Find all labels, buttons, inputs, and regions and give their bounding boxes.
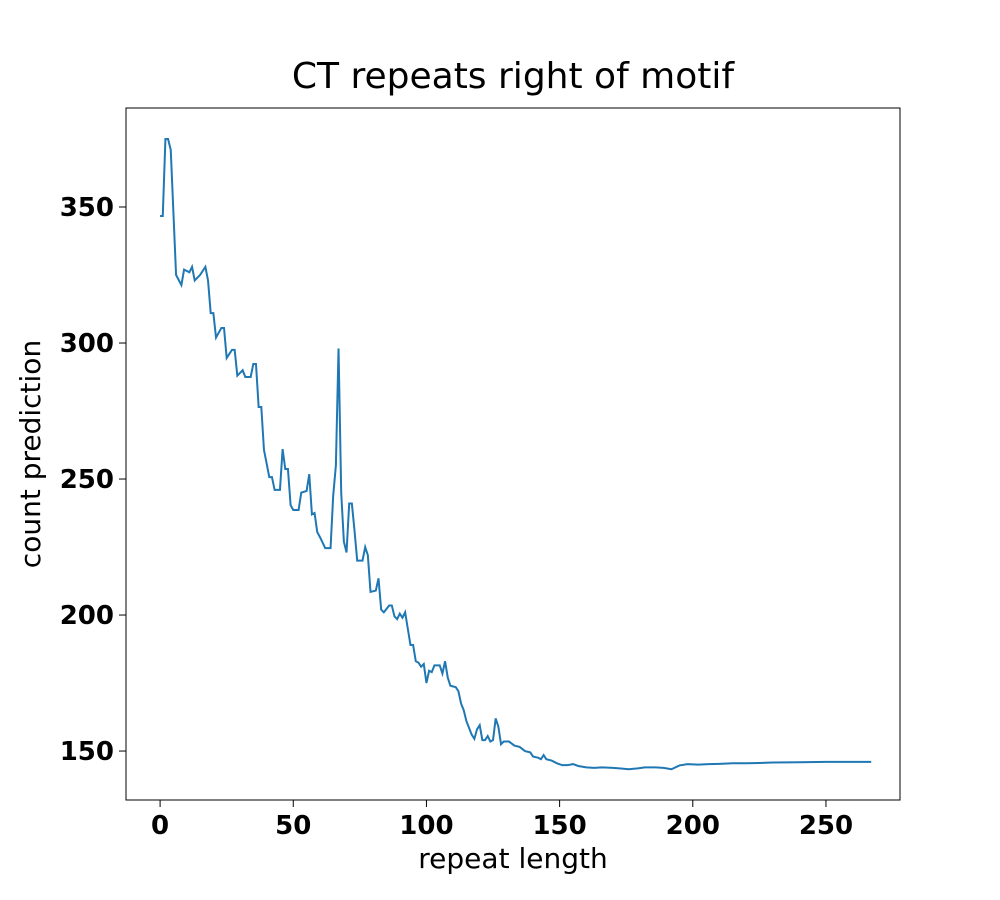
y-tick-label: 300 [60,329,114,359]
y-tick-label: 250 [60,465,114,495]
x-tick-label: 150 [532,811,586,841]
y-tick-label: 150 [60,737,114,767]
y-tick-label: 350 [60,193,114,223]
x-tick-label: 0 [151,811,169,841]
x-tick-label: 250 [799,811,853,841]
x-tick-label: 50 [275,811,311,841]
plot-frame [125,107,901,801]
data-line [160,138,872,771]
chart-title: CT repeats right of motif [292,56,735,97]
x-axis-label: repeat length [418,842,607,875]
x-tick-label: 200 [666,811,720,841]
y-tick-label: 200 [60,601,114,631]
y-axis-label: count prediction [14,340,47,568]
x-tick-label: 100 [399,811,453,841]
